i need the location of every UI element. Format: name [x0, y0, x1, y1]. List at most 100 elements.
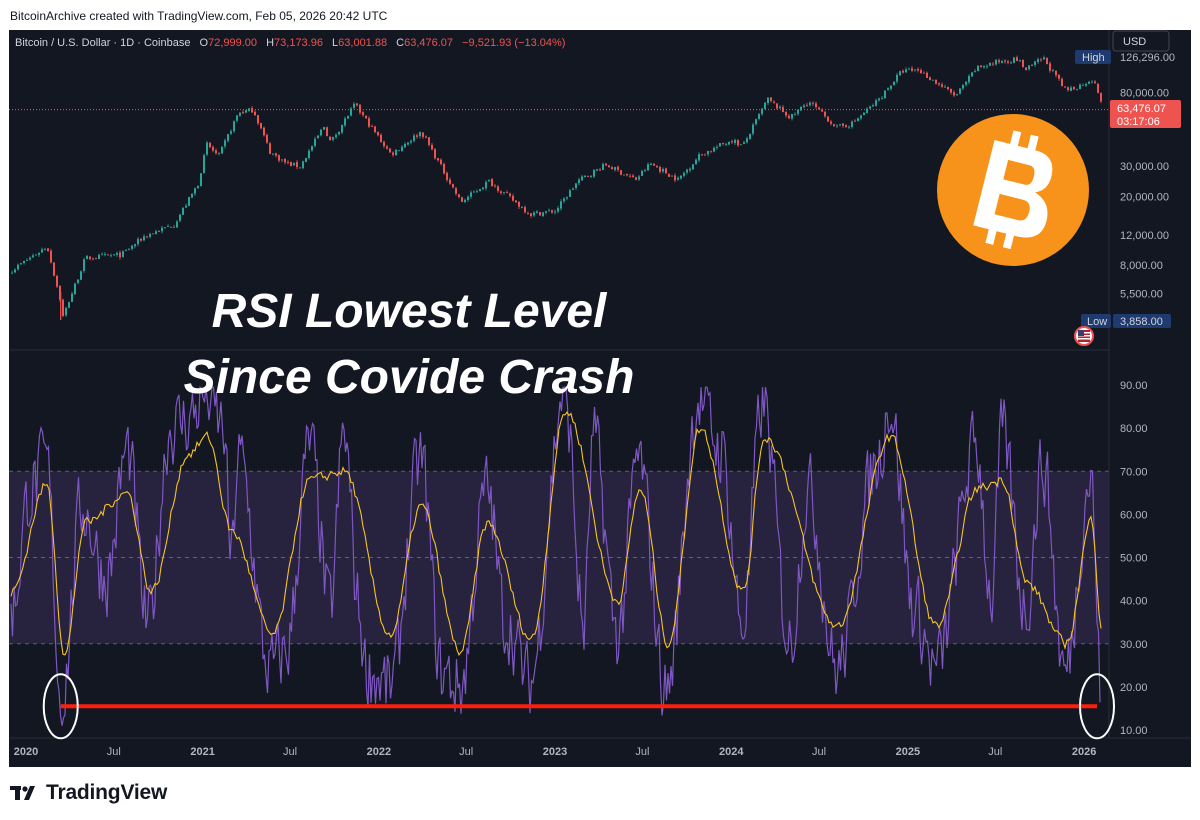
price-candle: [779, 105, 781, 109]
price-candle: [428, 136, 430, 147]
price-candle: [860, 114, 862, 121]
price-candle: [98, 253, 100, 260]
price-candle: [311, 145, 313, 152]
legend-open-value: 72,999.00: [208, 37, 257, 49]
price-candle: [356, 102, 358, 107]
price-candle: [290, 161, 292, 167]
price-candle: [161, 225, 163, 234]
price-candle: [77, 279, 79, 285]
price-candle: [293, 162, 295, 166]
price-candle: [134, 243, 136, 249]
price-candle: [593, 168, 595, 178]
legend-high-value: 73,173.96: [274, 37, 323, 49]
price-candle: [881, 95, 883, 100]
price-candle: [35, 253, 37, 256]
time-tick-label: 2024: [719, 746, 744, 758]
price-candle: [1034, 60, 1036, 67]
price-candle: [959, 87, 961, 95]
price-candle: [215, 148, 217, 156]
price-candle: [614, 166, 616, 172]
tradingview-logo[interactable]: TradingView: [10, 780, 167, 806]
price-candle: [986, 64, 988, 69]
price-candle: [680, 174, 682, 180]
price-candle: [257, 115, 259, 126]
price-candle: [122, 250, 124, 258]
price-candle: [182, 207, 184, 215]
price-candle: [731, 139, 733, 144]
price-candle: [641, 169, 643, 176]
price-candle: [452, 183, 454, 189]
legend-close-value: 63,476.07: [404, 37, 453, 49]
currency-button[interactable]: USD: [1112, 30, 1170, 52]
price-candle: [533, 211, 535, 217]
price-tick-label: 12,000.00: [1120, 230, 1169, 242]
price-candle: [956, 93, 958, 97]
price-candle: [713, 146, 715, 153]
tradingview-icon: [10, 786, 35, 800]
price-candle: [437, 158, 439, 162]
price-axis[interactable]: 80,000.00 30,000.00 20,000.00 12,000.00 8,00…: [1120, 87, 1169, 300]
price-candle: [1049, 61, 1051, 73]
price-candle: [1091, 80, 1093, 84]
time-tick-label: Jul: [107, 746, 121, 758]
price-candle: [206, 140, 208, 157]
price-candle: [1007, 59, 1009, 65]
price-candle: [830, 119, 832, 126]
price-candle: [737, 139, 739, 148]
price-candle: [953, 90, 955, 98]
price-candle: [149, 232, 151, 239]
price-candle: [701, 153, 703, 156]
price-candle: [554, 209, 556, 215]
price-candle: [110, 253, 112, 258]
high-marker-label: High: [1082, 52, 1105, 64]
price-candle: [578, 177, 580, 186]
price-candle: [302, 160, 304, 170]
price-candle: [494, 183, 496, 188]
price-candle: [152, 233, 154, 235]
us-flag-event-icon[interactable]: [1074, 326, 1094, 346]
time-tick-label: 2026: [1072, 746, 1096, 758]
price-candle: [650, 162, 652, 165]
price-candle: [263, 126, 265, 137]
price-candle: [167, 224, 169, 228]
price-tick-label: 5,500.00: [1120, 288, 1163, 300]
time-axis[interactable]: 2020 Jul 2021 Jul 2022 Jul 2023 Jul 2024 Jul 2025 J…: [14, 746, 1097, 758]
price-candle: [623, 174, 625, 176]
price-candle: [104, 252, 106, 257]
price-candle: [200, 173, 202, 187]
price-candle: [626, 173, 628, 177]
price-candle: [305, 157, 307, 163]
price-candle: [209, 141, 211, 149]
price-candle: [632, 173, 634, 178]
rsi-tick-label: 90.00: [1120, 380, 1148, 392]
price-candle: [836, 124, 838, 129]
price-candle: [812, 101, 814, 106]
price-candle: [224, 138, 226, 149]
price-candle: [902, 69, 904, 74]
price-candle: [440, 158, 442, 166]
price-candle: [1076, 88, 1078, 91]
price-candle: [878, 97, 880, 102]
rsi-axis[interactable]: 90.00 80.00 70.00 60.00 50.00 40.00 30.00 20.00…: [1120, 380, 1148, 737]
price-candle: [497, 185, 499, 193]
price-candle: [455, 186, 457, 196]
ohlc-legend: Bitcoin / U.S. Dollar · 1D · Coinbase O7…: [15, 37, 565, 49]
price-candle: [344, 116, 346, 128]
price-candle: [965, 81, 967, 87]
price-candle: [281, 159, 283, 163]
legend-change-value: −9,521.93 (−13.04%): [462, 37, 565, 49]
price-candle: [1097, 83, 1099, 94]
price-candle: [29, 256, 31, 261]
low-marker-value: 3,858.00: [1120, 316, 1163, 328]
price-candle: [665, 167, 667, 175]
price-candle: [443, 162, 445, 175]
price-candle: [458, 193, 460, 199]
price-candle: [419, 131, 421, 139]
rsi-tick-label: 50.00: [1120, 553, 1148, 565]
price-candle: [107, 254, 109, 256]
low-marker-label: Low: [1087, 316, 1107, 328]
price-candle: [1061, 77, 1063, 87]
price-candle: [647, 162, 649, 172]
price-candle: [59, 284, 61, 302]
price-candle: [764, 101, 766, 110]
